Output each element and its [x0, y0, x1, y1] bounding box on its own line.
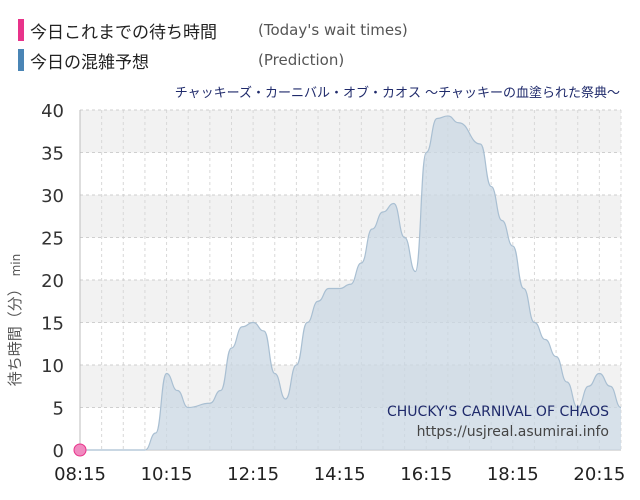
watermark-name: CHUCKY'S CARNIVAL OF CHAOS: [387, 404, 609, 420]
x-tick-label: 16:15: [400, 464, 452, 485]
prediction-area: [80, 115, 621, 450]
watermark-url: https://usjreal.asumirai.info: [417, 424, 609, 440]
legend-today-en: (Today's wait times): [258, 21, 408, 39]
x-tick-label: 14:15: [314, 464, 366, 485]
plot-band: [80, 237, 621, 280]
prediction-line: [79, 115, 622, 451]
legend-prediction-swatch: [18, 49, 24, 71]
legend-today-swatch: [18, 19, 24, 41]
y-tick-label: 35: [41, 144, 64, 165]
y-tick-label: 10: [41, 356, 64, 377]
legend-prediction-label: 今日の混雑予想: [30, 52, 149, 73]
y-tick-label: 20: [41, 271, 64, 292]
plot-band: [80, 195, 621, 238]
legend-today-label: 今日これまでの待ち時間: [30, 22, 217, 43]
x-tick-label: 08:15: [54, 464, 106, 485]
x-tick-label: 10:15: [141, 464, 193, 485]
y-tick-label: 30: [41, 186, 64, 207]
legend-prediction: 今日の混雑予想: [18, 48, 149, 73]
y-tick-label: 25: [41, 229, 64, 250]
plot-band: [80, 110, 621, 153]
plot-band: [80, 152, 621, 195]
legend-today: 今日これまでの待ち時間: [18, 18, 217, 43]
x-tick-label: 12:15: [227, 464, 279, 485]
y-tick-label: 0: [53, 441, 64, 462]
x-tick-label: 20:15: [573, 464, 625, 485]
legend-prediction-en: (Prediction): [258, 51, 345, 69]
y-tick-label: 5: [53, 399, 64, 420]
attraction-title: チャッキーズ・カーニバル・オブ・カオス 〜チャッキーの血塗られた祭典〜: [175, 85, 620, 101]
y-tick-label: 15: [41, 314, 64, 335]
x-tick-label: 18:15: [487, 464, 539, 485]
today-point: [73, 443, 87, 457]
y-tick-label: 40: [41, 101, 64, 122]
